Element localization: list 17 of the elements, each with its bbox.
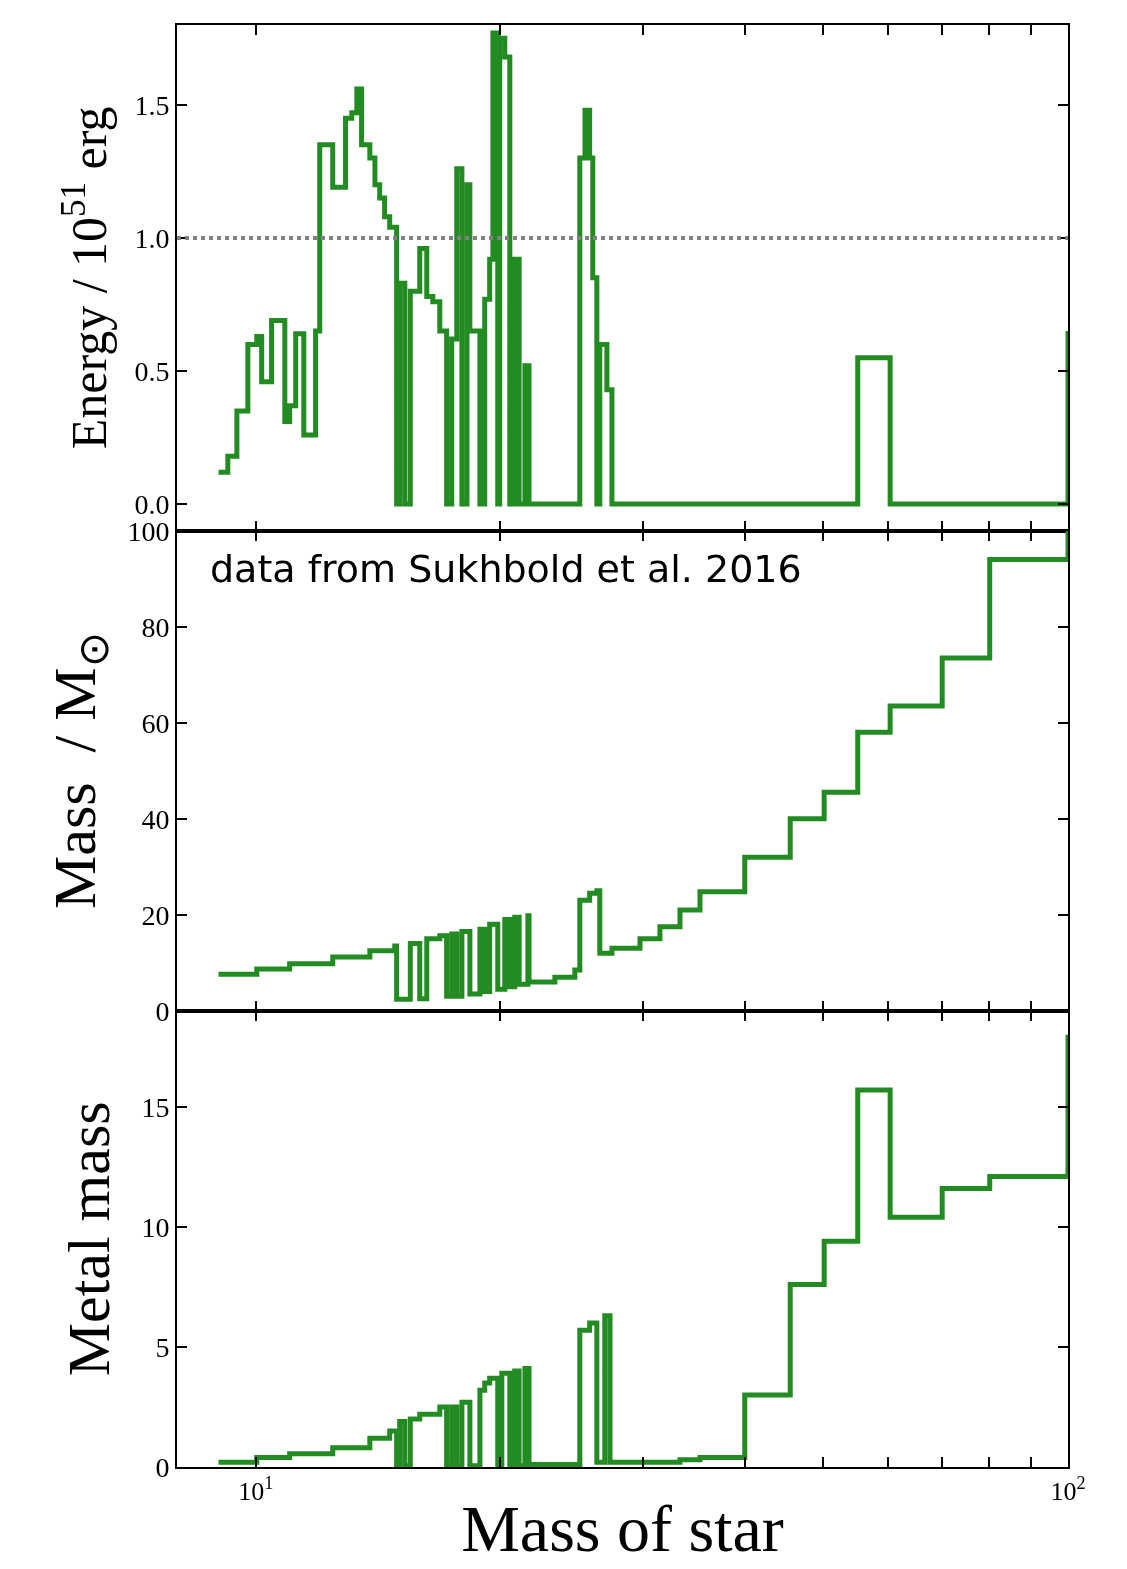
y-tick-label: 40 <box>141 803 170 835</box>
y-tick-label: 1.5 <box>134 89 170 121</box>
y-tick-label: 5 <box>155 1331 170 1363</box>
x-tick-label: 10$^{1}$ <box>238 1473 274 1507</box>
y-tick-label: 20 <box>141 899 170 931</box>
y-tick-label: 1.0 <box>134 222 170 254</box>
y-tick-label: 0.5 <box>134 355 170 387</box>
x-axis-title: Mass of star <box>461 1492 784 1566</box>
y-tick-label: 60 <box>141 707 170 739</box>
y-tick-label: 10 <box>141 1211 170 1243</box>
annotation: data from Sukhbold et al. 2016 <box>210 547 802 591</box>
y-tick-label: 0 <box>155 995 170 1027</box>
y-tick-label: 80 <box>141 611 170 643</box>
y-axis-title: Metal mass <box>56 1101 123 1377</box>
y-tick-label: 0 <box>155 1451 170 1483</box>
x-tick-label: 10$^{2}$ <box>1050 1473 1086 1507</box>
y-tick-label: 15 <box>141 1091 170 1123</box>
